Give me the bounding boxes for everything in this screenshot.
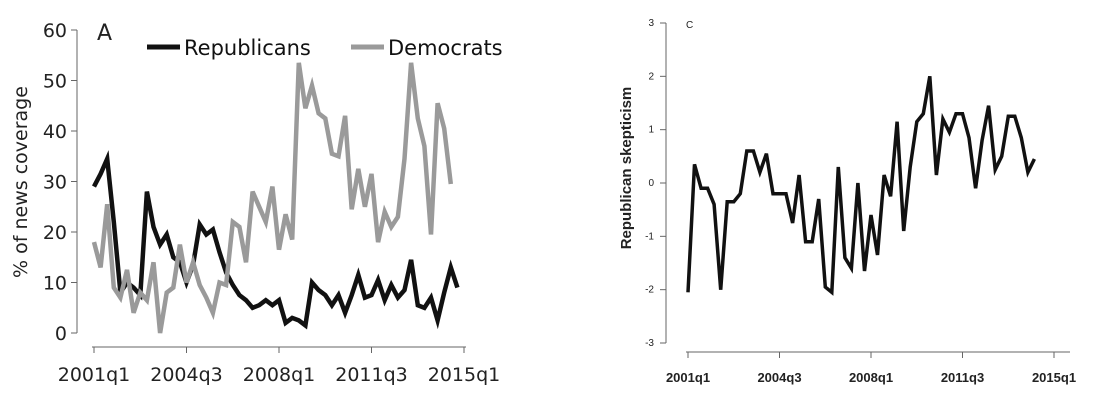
y-tick-label: 3 xyxy=(648,18,654,29)
y-tick-label: 1 xyxy=(648,125,654,136)
x-tick-label: 2015q1 xyxy=(1032,370,1076,385)
panel-a-y-axis-title: % of news coverage xyxy=(10,86,32,278)
y-tick-label: 20 xyxy=(43,222,67,244)
series-line-democrats xyxy=(91,62,454,334)
legend-label-democrats: Democrats xyxy=(388,36,503,60)
panel-c-x-ticks: 2001q1 2004q3 2008q1 2011q3 2015q1 xyxy=(666,352,1076,385)
x-tick-label: 2011q3 xyxy=(941,370,984,385)
y-tick-label: 50 xyxy=(43,71,67,93)
panel-a-x-ticks: 2001q1 2004q3 2008q1 2011q3 2015q1 xyxy=(58,347,501,386)
y-tick-label: 60 xyxy=(43,20,67,42)
y-tick-label: 30 xyxy=(43,172,67,194)
x-tick-label: 2008q1 xyxy=(243,364,316,386)
series-line xyxy=(686,76,1036,296)
x-tick-label: 2015q1 xyxy=(428,364,501,386)
panel-a-legend: Republicans Democrats xyxy=(147,36,503,60)
y-tick-label: -3 xyxy=(645,338,654,349)
series-line-republicans xyxy=(92,150,460,330)
y-tick-label: 2 xyxy=(648,71,654,82)
y-tick-label: 0 xyxy=(55,323,67,345)
panel-c-label: C xyxy=(686,20,693,31)
y-tick-label: 10 xyxy=(43,273,67,295)
panel-c-y-axis-title: Republican skepticism xyxy=(618,87,635,250)
panel-a-label: A xyxy=(97,21,112,46)
y-tick-label: 0 xyxy=(648,178,654,189)
y-tick-label: -1 xyxy=(645,231,654,242)
x-tick-label: 2001q1 xyxy=(666,370,710,385)
panel-c-y-ticks: -3 -2 -1 0 1 2 3 xyxy=(645,18,666,349)
legend-label-republicans: Republicans xyxy=(184,36,311,60)
x-tick-label: 2004q3 xyxy=(757,370,801,385)
panel-c-series xyxy=(686,76,1036,296)
x-tick-label: 2008q1 xyxy=(849,370,893,385)
panel-a-y-ticks: 0 10 20 30 40 50 60 xyxy=(43,20,77,345)
panel-a-series xyxy=(91,62,460,334)
panel-c: -3 -2 -1 0 1 2 3 2001q1 2004q3 2008q1 2011q3 2015q… xyxy=(618,18,1076,385)
x-tick-label: 2004q3 xyxy=(150,364,223,386)
y-tick-label: 40 xyxy=(43,121,67,143)
x-tick-label: 2001q1 xyxy=(58,364,131,386)
x-tick-label: 2011q3 xyxy=(335,364,408,386)
y-tick-label: -2 xyxy=(645,285,654,296)
